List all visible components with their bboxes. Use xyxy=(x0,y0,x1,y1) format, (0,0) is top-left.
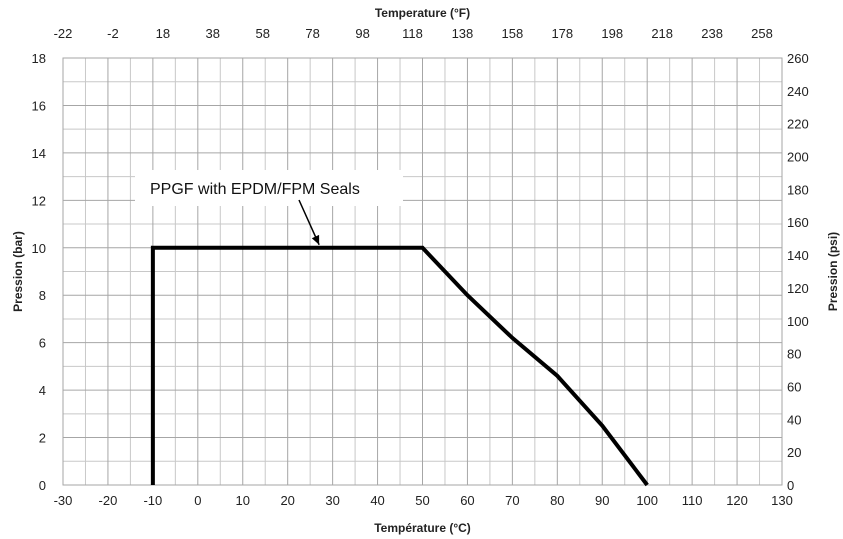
y-axis-tick-labels: 0 2 4 6 8 10 12 14 16 18 xyxy=(32,51,46,493)
top-tick-label: 238 xyxy=(701,26,723,41)
x-tick-label: 30 xyxy=(325,493,339,508)
x-axis-tick-labels: -30 -20 -10 0 10 20 30 40 50 60 70 80 90 100 110 120 130 xyxy=(54,493,793,508)
x-tick-label: 50 xyxy=(415,493,429,508)
annotation: PPGF with EPDM/FPM Seals xyxy=(135,170,403,246)
y-tick-label: 12 xyxy=(32,193,46,208)
top-tick-label: 158 xyxy=(502,26,524,41)
top-tick-label: 98 xyxy=(355,26,369,41)
top-tick-label: 118 xyxy=(402,26,423,41)
x-axis-title: Température (°C) xyxy=(374,521,471,535)
x-tick-label: -10 xyxy=(143,493,162,508)
annotation-arrowhead xyxy=(311,234,320,245)
right-tick-label: 80 xyxy=(787,347,801,362)
top-axis-tick-labels: -22 -2 18 38 58 78 98 118 138 158 178 198 218 238 258 xyxy=(54,26,773,41)
y-tick-label: 14 xyxy=(32,146,46,161)
top-tick-label: 218 xyxy=(651,26,673,41)
y-tick-label: 16 xyxy=(32,98,46,113)
x-tick-label: 130 xyxy=(771,493,793,508)
annotation-box xyxy=(135,170,403,206)
y-tick-label: 0 xyxy=(39,478,46,493)
top-tick-label: 58 xyxy=(255,26,269,41)
pressure-rating-line xyxy=(150,245,649,487)
top-tick-label: -22 xyxy=(54,26,73,41)
major-grid xyxy=(62,57,783,486)
x-tick-label: 10 xyxy=(236,493,250,508)
right-tick-label: 40 xyxy=(787,412,801,427)
right-tick-label: 140 xyxy=(787,248,809,263)
top-tick-label: 138 xyxy=(452,26,474,41)
x-tick-label: 120 xyxy=(726,493,748,508)
right-tick-label: 20 xyxy=(787,445,801,460)
right-tick-label: 60 xyxy=(787,379,801,394)
y-tick-label: 6 xyxy=(39,336,46,351)
right-tick-label: 160 xyxy=(787,215,809,230)
right-axis-title: Pression (psi) xyxy=(826,232,840,311)
right-axis-tick-labels: 0 20 40 60 80 100 120 140 160 180 200 220 240 260 xyxy=(787,51,809,493)
x-tick-label: 20 xyxy=(280,493,294,508)
y-axis-title: Pression (bar) xyxy=(11,231,25,312)
top-tick-label: 78 xyxy=(305,26,319,41)
top-tick-label: 178 xyxy=(551,26,573,41)
x-tick-label: 40 xyxy=(370,493,384,508)
top-tick-label: -2 xyxy=(107,26,119,41)
x-tick-label: 110 xyxy=(682,493,703,508)
right-tick-label: 0 xyxy=(787,478,794,493)
right-tick-label: 260 xyxy=(787,51,809,66)
right-tick-label: 220 xyxy=(787,117,809,132)
top-axis-title: Temperature (°F) xyxy=(375,6,470,20)
top-tick-label: 38 xyxy=(206,26,220,41)
x-tick-label: 100 xyxy=(636,493,658,508)
y-tick-label: 4 xyxy=(39,383,46,398)
plot-border xyxy=(62,57,783,486)
top-tick-label: 18 xyxy=(156,26,170,41)
y-tick-label: 10 xyxy=(32,241,46,256)
top-tick-label: 258 xyxy=(751,26,773,41)
annotation-text: PPGF with EPDM/FPM Seals xyxy=(150,181,360,198)
right-tick-label: 240 xyxy=(787,84,809,99)
x-tick-label: 90 xyxy=(595,493,609,508)
x-tick-label: -20 xyxy=(99,493,118,508)
y-tick-label: 2 xyxy=(39,431,46,446)
x-tick-label: 0 xyxy=(194,493,201,508)
right-tick-label: 200 xyxy=(787,150,809,165)
top-tick-label: 198 xyxy=(601,26,623,41)
x-tick-label: 80 xyxy=(550,493,564,508)
y-tick-label: 8 xyxy=(39,288,46,303)
x-tick-label: -30 xyxy=(54,493,73,508)
right-tick-label: 180 xyxy=(787,182,809,197)
y-tick-label: 18 xyxy=(32,51,46,66)
right-tick-label: 100 xyxy=(787,314,809,329)
x-tick-label: 60 xyxy=(460,493,474,508)
right-tick-label: 120 xyxy=(787,281,809,296)
x-tick-label: 70 xyxy=(505,493,519,508)
